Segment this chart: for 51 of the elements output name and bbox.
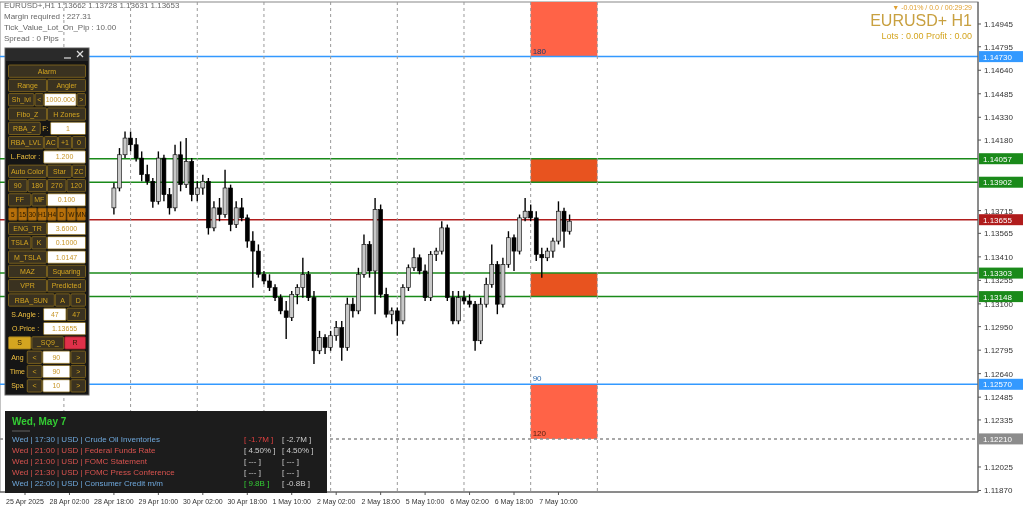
ref-line-label: 1.13902 xyxy=(983,178,1013,188)
annotation: [ 9.8B ] xyxy=(244,479,270,488)
y-tick-label: 1.14485 xyxy=(984,89,1014,99)
y-tick-label: 1.13100 xyxy=(984,299,1014,309)
ref-line-label: 1.14730 xyxy=(983,52,1013,62)
annotation: [ --- ] xyxy=(244,468,261,477)
annotation: [ --- ] xyxy=(282,457,299,466)
y-tick-label: 1.13255 xyxy=(984,276,1014,286)
ref-line-label: 1.13148 xyxy=(983,292,1013,302)
annotation: [ -0.8B ] xyxy=(282,479,311,488)
ref-line-label: 1.14057 xyxy=(983,154,1013,164)
y-tick-label: 1.14945 xyxy=(984,20,1014,29)
annotation: EURUSD+,H1 1.13662 1.13728 1.13631 1.13653 xyxy=(4,1,181,10)
annotation: [ --- ] xyxy=(244,457,261,466)
annotation: Margin required : 227.31 xyxy=(4,12,92,21)
ref-line-label: 1.13655 xyxy=(983,215,1013,225)
annotation: Wed | 22:00 | USD | Consumer Credit m/m xyxy=(12,479,164,488)
annotation: [ 4.50% ] xyxy=(282,446,314,455)
annotation: Wed, May 7 xyxy=(12,416,67,427)
annotation: [ -2.7M ] xyxy=(282,435,312,444)
annotation: [ 4.50% ] xyxy=(244,446,276,455)
annotation: Wed | 21:00 | USD | FOMC Statement xyxy=(12,457,148,466)
y-tick-label: 1.12025 xyxy=(984,462,1014,472)
y-tick-label: 1.12640 xyxy=(984,369,1014,379)
y-tick-label: 1.13565 xyxy=(984,229,1014,239)
y-tick-label: 1.13410 xyxy=(984,252,1014,262)
y-tick-label: 1.13715 xyxy=(984,206,1014,216)
text: Lots : 0.00 Profit : 0.00 xyxy=(881,31,972,41)
annotation: [ --- ] xyxy=(282,468,299,477)
y-tick-label: 1.14330 xyxy=(984,113,1014,123)
annotation: 120 xyxy=(532,428,547,438)
y-tick-label: 1.12950 xyxy=(984,322,1014,332)
y-tick-label: 1.12485 xyxy=(984,393,1014,403)
ref-line-label: 1.12210 xyxy=(983,434,1013,444)
annotation: Spread : 0 Pips xyxy=(4,34,59,43)
y-tick-label: 1.14180 xyxy=(984,136,1014,146)
text: EURUSD+ H1 xyxy=(870,12,973,29)
annotation: [ -1.7M ] xyxy=(244,435,274,444)
annotation: Wed | 17:30 | USD | Crude Oil Inventories xyxy=(12,435,160,444)
y-tick-label: 1.11870 xyxy=(984,486,1013,496)
y-tick-label: 1.12795 xyxy=(984,346,1014,356)
y-tick-label: 1.12335 xyxy=(984,415,1014,425)
annotation: Wed | 21:30 | USD | FOMC Press Conference xyxy=(12,468,176,477)
ref-line-label: 1.13303 xyxy=(983,269,1013,279)
annotation: 90 xyxy=(532,374,543,384)
annotation: Tick_Value_Lot_On_Pip : 10.00 xyxy=(4,23,117,32)
annotation: 180 xyxy=(532,46,547,56)
y-tick-label: 1.14640 xyxy=(984,66,1014,76)
annotation: Wed | 21:00 | USD | Federal Funds Rate xyxy=(12,446,157,455)
ref-line-label: 1.12570 xyxy=(983,380,1013,390)
y-tick-label: 1.14795 xyxy=(984,42,1014,52)
